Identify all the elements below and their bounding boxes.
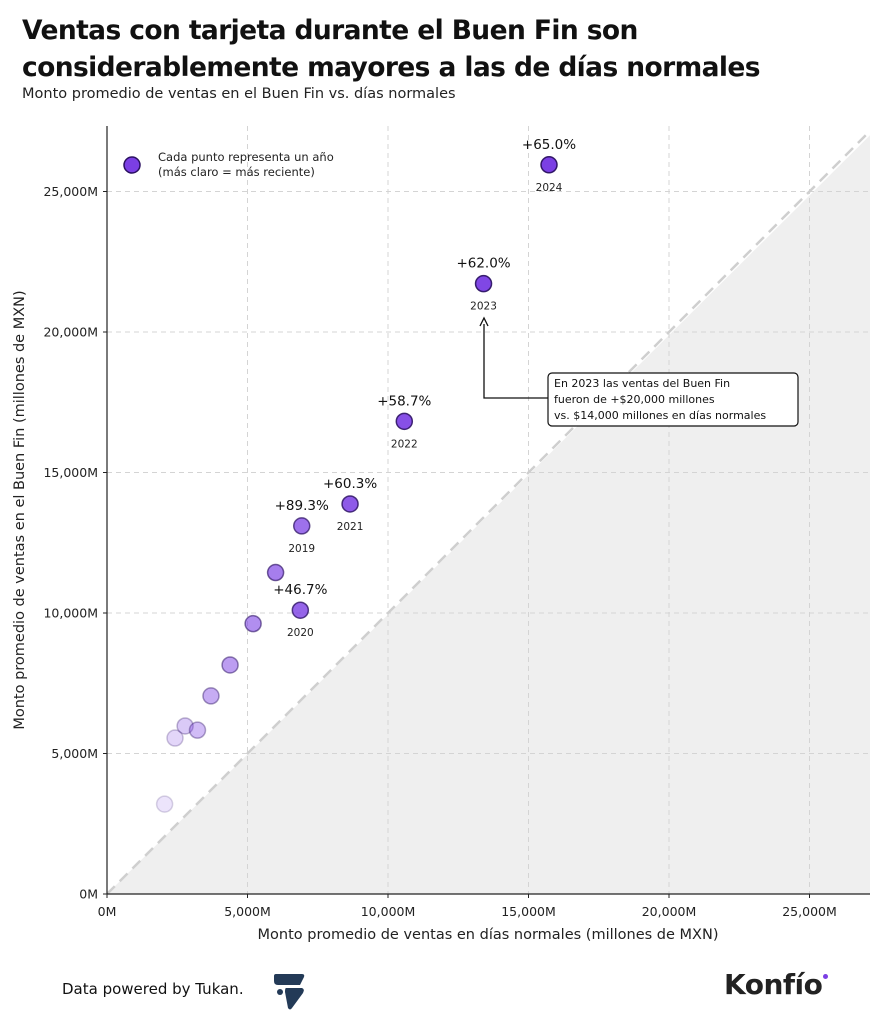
konfio-dot-icon: [823, 974, 829, 979]
x-tick-label: 25,000M: [782, 904, 837, 919]
tick-labels: 0M 5,000M 10,000M 15,000M 20,000M 25,000M 0M 5,…: [43, 184, 836, 919]
data-point-group: [221, 656, 239, 674]
data-points: +89.3% 2019 +46.7% 2020 +60.3% 2021 +58.7% 2022…: [155, 137, 576, 813]
percent-label: +65.0%: [522, 137, 576, 153]
data-point: [202, 687, 220, 705]
data-point-group: +60.3% 2021: [323, 476, 377, 533]
data-point-group: +89.3% 2019: [275, 498, 329, 555]
shaded-region-below-diagonal: [107, 135, 870, 895]
data-point-group: +65.0% 2024: [522, 137, 576, 194]
data-point-group: +58.7% 2022: [377, 393, 431, 450]
year-label: 2022: [391, 438, 418, 450]
percent-label: +89.3%: [275, 498, 329, 514]
data-attribution: Data powered by Tukan.: [62, 980, 244, 998]
data-point-group: [166, 729, 184, 747]
legend: Cada punto representa un año (más claro …: [123, 150, 334, 179]
legend-line-1: Cada punto representa un año: [158, 150, 334, 164]
annotation-callout: En 2023 las ventas del Buen Fin fueron d…: [479, 316, 799, 427]
year-label: 2021: [337, 521, 364, 533]
x-tick-label: 20,000M: [642, 904, 697, 919]
data-point-group: [176, 717, 194, 735]
y-tick-label: 5,000M: [51, 746, 98, 761]
axes: [106, 126, 870, 895]
scatter-chart: 0M 5,000M 10,000M 15,000M 20,000M 25,000M 0M 5,…: [12, 126, 870, 943]
data-point-group: +62.0% 2023: [456, 256, 510, 313]
annotation-line-1: En 2023 las ventas del Buen Fin: [554, 377, 730, 390]
chart-subtitle: Monto promedio de ventas en el Buen Fin …: [22, 86, 456, 102]
y-tick-label: 15,000M: [43, 465, 98, 480]
legend-marker: [123, 156, 141, 174]
data-point: [291, 601, 310, 619]
year-label: 2024: [536, 182, 563, 194]
y-tick-label: 0M: [79, 887, 98, 902]
annotation-box: [547, 372, 799, 427]
y-tick-label: 20,000M: [43, 325, 98, 340]
data-point-group: [188, 721, 207, 739]
konfio-logo: Konfío: [724, 968, 829, 1001]
konfio-brand-text: Konfío: [724, 968, 823, 1001]
percent-label: +62.0%: [456, 256, 510, 272]
grid-lines: [107, 126, 870, 894]
data-point: [176, 717, 194, 735]
y-tick-label: 10,000M: [43, 606, 98, 621]
data-point: [244, 614, 262, 633]
data-point: [266, 563, 285, 582]
year-label: 2019: [288, 543, 315, 555]
percent-label: +46.7%: [273, 582, 327, 598]
data-point: [540, 156, 558, 174]
data-point: [474, 274, 493, 293]
x-tick-label: 5,000M: [224, 904, 271, 919]
data-point: [188, 721, 207, 739]
data-point: [395, 412, 414, 431]
data-point: [155, 795, 174, 813]
chart-title: Ventas con tarjeta durante el Buen Fin s…: [22, 15, 761, 83]
data-point: [341, 495, 359, 513]
data-point-group: [266, 563, 285, 582]
annotation-arrowhead: [479, 316, 489, 327]
x-tick-label: 0M: [98, 904, 117, 919]
x-tick-label: 15,000M: [501, 904, 556, 919]
x-axis-label: Monto promedio de ventas en días normale…: [258, 927, 719, 943]
annotation-line-2: fueron de +$20,000 millones: [554, 393, 715, 406]
year-label: 2020: [287, 627, 314, 639]
legend-line-2: (más claro = más reciente): [158, 165, 315, 179]
annotation-line-3: vs. $14,000 millones en días normales: [554, 409, 766, 422]
x-tick-label: 10,000M: [361, 904, 416, 919]
data-point-group: [202, 687, 220, 705]
data-point: [292, 517, 311, 535]
year-label: 2023: [470, 301, 497, 313]
data-point-group: [155, 795, 174, 813]
data-point-group: [244, 614, 262, 633]
tukan-logo-icon: [274, 974, 305, 1010]
data-point: [166, 729, 184, 747]
y-axis-label: Monto promedio de ventas en el Buen Fin …: [12, 290, 28, 729]
data-point-group: +46.7% 2020: [273, 582, 327, 639]
annotation-arrow: [483, 324, 549, 399]
percent-label: +58.7%: [377, 393, 431, 409]
data-point: [221, 656, 239, 674]
percent-label: +60.3%: [323, 476, 377, 492]
y-tick-label: 25,000M: [43, 184, 98, 199]
